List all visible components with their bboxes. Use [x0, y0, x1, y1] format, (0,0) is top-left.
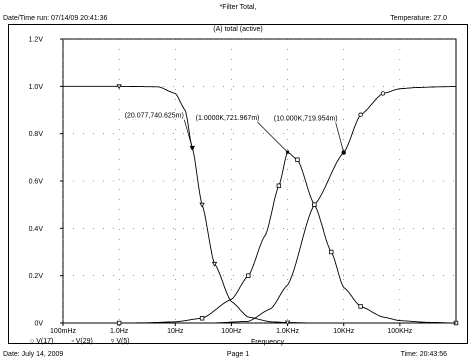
- annotation-label: (10.000K,719.954m): [274, 116, 338, 123]
- plot-title: *Filter Total,: [219, 4, 257, 11]
- x-tick-label: 100mHz: [50, 328, 77, 335]
- run-datetime: Date/Time run: 07/14/09 20:41:36: [3, 15, 108, 22]
- y-tick-label: 0.4V: [29, 226, 44, 233]
- data-point: [382, 316, 384, 318]
- data-point: [399, 88, 401, 90]
- data-point: [184, 109, 186, 111]
- series-marker: [116, 320, 122, 326]
- footer-date: Date: July 14, 2009: [3, 351, 64, 358]
- data-point: [287, 284, 288, 286]
- annotation-leader: [335, 122, 345, 153]
- data-point: [174, 322, 176, 324]
- series-marker: [295, 157, 300, 162]
- data-point: [455, 322, 457, 324]
- series-marker: [116, 84, 122, 90]
- data-point: [231, 298, 232, 300]
- data-point: [343, 287, 345, 288]
- footer-page: Page 1: [226, 351, 250, 358]
- series-marker: [358, 112, 363, 117]
- x-tick-label: 100Hz: [221, 328, 242, 335]
- legend-item: ○ V(17): [30, 338, 53, 345]
- plot-area-border: [62, 38, 457, 324]
- x-tick-label: 10Hz: [167, 328, 184, 335]
- x-tick-label: 1.0KHz: [276, 328, 299, 335]
- series-marker: [246, 273, 251, 278]
- data-point: [416, 87, 418, 88]
- data-point: [231, 301, 232, 303]
- series-marker: [380, 91, 386, 96]
- series-line-v29[interactable]: [63, 151, 456, 324]
- data-point: [62, 85, 64, 87]
- footer-time: Time: 20:43:56: [400, 351, 447, 358]
- data-point: [455, 86, 457, 87]
- triangle-marker-icon: ▿: [110, 338, 117, 345]
- series-marker: [284, 320, 291, 326]
- annotation-marker: [286, 150, 290, 154]
- annotation-marker: [342, 151, 346, 155]
- chart-title: (A) total (active): [213, 26, 263, 33]
- y-tick-label: 0.8V: [29, 131, 44, 138]
- data-point: [214, 322, 215, 324]
- data-point: [438, 86, 440, 88]
- y-tick-label: 0V: [34, 321, 43, 328]
- series-marker: [211, 261, 218, 267]
- data-point: [399, 320, 401, 321]
- temperature-label: Temperature: 27.0: [390, 15, 447, 22]
- data-point: [145, 322, 147, 324]
- legend-label: V(29): [75, 338, 93, 345]
- square-marker-icon: ▫: [71, 338, 76, 345]
- series-marker: [199, 202, 205, 208]
- legend-label: V(5): [116, 338, 130, 345]
- data-point: [174, 93, 176, 94]
- data-point: [247, 320, 249, 322]
- annotation-leader: [257, 121, 288, 153]
- series-marker: [312, 202, 317, 207]
- annotation-label: (1.0000K,721.967m): [196, 115, 260, 122]
- plot-frame: [8, 24, 468, 344]
- data-point: [264, 235, 266, 236]
- series-marker: [358, 304, 363, 309]
- annotation-marker: [190, 146, 194, 150]
- data-point: [158, 86, 159, 88]
- series-marker: [329, 249, 334, 255]
- data-point: [174, 321, 176, 323]
- data-point: [270, 308, 272, 310]
- x-tick-label: 10KHz: [333, 328, 355, 335]
- legend-item: ▿ V(5): [111, 338, 130, 345]
- series-marker: [199, 316, 205, 321]
- y-tick-label: 0.6V: [29, 179, 44, 186]
- y-tick-label: 1.0V: [29, 84, 44, 91]
- legend: ○ V(17) ▫ V(29) ▿ V(5): [30, 337, 148, 345]
- series-line-v5[interactable]: [63, 85, 456, 324]
- data-point: [62, 322, 64, 324]
- x-axis-label: Frequency: [251, 339, 285, 346]
- data-point: [314, 322, 315, 324]
- data-point: [247, 316, 249, 318]
- data-point: [426, 321, 427, 323]
- legend-label: V(17): [36, 338, 54, 345]
- x-tick-label: 100KHz: [387, 328, 412, 335]
- x-tick-label: 1.0Hz: [110, 328, 129, 335]
- data-point: [270, 321, 272, 323]
- series-marker: [276, 183, 282, 188]
- circle-marker-icon: ○: [30, 338, 37, 345]
- annotation-label: (20.077,740.625m): [125, 113, 184, 120]
- y-tick-label: 0.2V: [29, 273, 44, 280]
- annotation-leader: [183, 119, 193, 148]
- series-line-v17[interactable]: [63, 86, 456, 324]
- legend-item: ▫ V(29): [71, 338, 93, 345]
- y-tick-label: 1.2V: [29, 37, 44, 44]
